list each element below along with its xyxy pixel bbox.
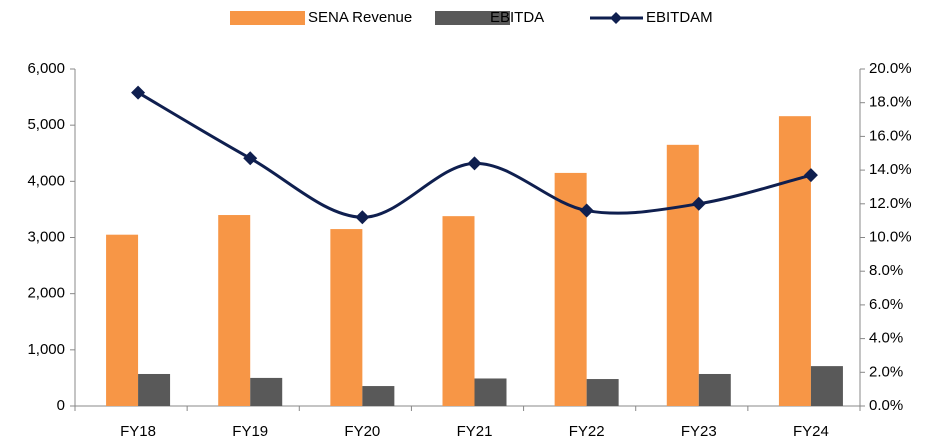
marker — [243, 151, 258, 166]
marker — [691, 196, 706, 211]
x-tick-label: FY22 — [569, 423, 605, 440]
marker — [579, 203, 594, 218]
line — [137, 91, 812, 219]
y2-tick-label: 0.0% — [869, 397, 903, 414]
bar — [554, 172, 587, 406]
y-tick-label: 3,000 — [27, 228, 65, 245]
y2-tick-label: 10.0% — [869, 228, 912, 245]
legend-marker — [610, 12, 622, 24]
bar — [778, 116, 811, 407]
marker — [803, 168, 818, 183]
bar — [250, 377, 283, 406]
legend-swatch — [435, 11, 510, 25]
bar — [442, 216, 475, 406]
y-tick-label: 0 — [57, 397, 65, 414]
bar — [666, 144, 699, 406]
y-tick-label: 2,000 — [27, 285, 65, 302]
legend-label: EBITDAM — [646, 9, 713, 26]
y2-tick-label: 6.0% — [869, 296, 903, 313]
bar — [330, 229, 363, 406]
x-tick-label: FY20 — [344, 423, 380, 440]
bar — [474, 378, 507, 406]
x-tick-label: FY21 — [457, 423, 493, 440]
marker — [355, 210, 370, 225]
y2-tick-label: 18.0% — [869, 94, 912, 111]
x-tick-label: FY19 — [232, 423, 268, 440]
y2-tick-label: 14.0% — [869, 161, 912, 178]
y2-tick-label: 8.0% — [869, 262, 903, 279]
bar — [586, 379, 619, 406]
y2-tick-label: 16.0% — [869, 127, 912, 144]
x-tick-label: FY23 — [681, 423, 717, 440]
bar — [106, 234, 139, 406]
x-tick-label: FY18 — [120, 423, 156, 440]
legend-swatch — [230, 11, 305, 25]
y-tick-label: 6,000 — [27, 60, 65, 77]
bar — [362, 386, 395, 406]
y2-tick-label: 20.0% — [869, 60, 912, 77]
marker — [467, 156, 482, 171]
y2-tick-label: 4.0% — [869, 330, 903, 347]
marker — [131, 85, 146, 100]
bar — [218, 215, 251, 406]
bar — [138, 373, 171, 406]
y2-tick-label: 12.0% — [869, 195, 912, 212]
y2-tick-label: 2.0% — [869, 363, 903, 380]
x-tick-label: FY24 — [793, 423, 829, 440]
y-tick-label: 1,000 — [27, 341, 65, 358]
y-tick-label: 5,000 — [27, 116, 65, 133]
bar — [698, 373, 731, 406]
bar — [810, 366, 843, 406]
legend-label: EBITDA — [490, 9, 544, 26]
legend-label: SENA Revenue — [308, 9, 412, 26]
y-tick-label: 4,000 — [27, 172, 65, 189]
